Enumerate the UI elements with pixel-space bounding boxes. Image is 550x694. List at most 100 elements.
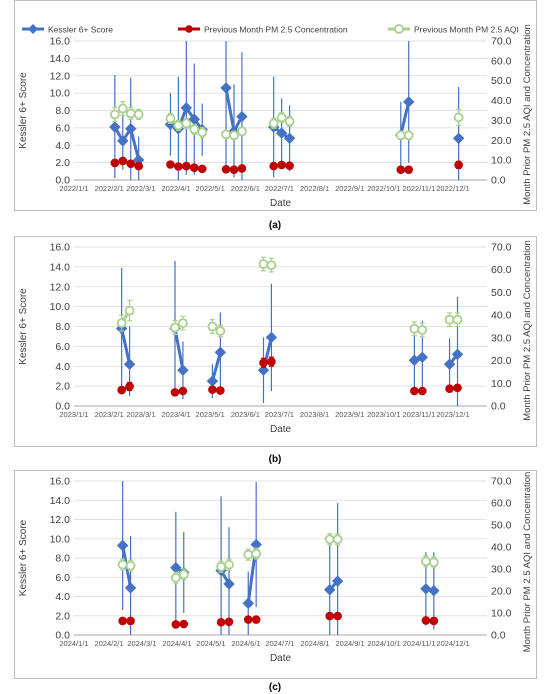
series-pm25_conc — [118, 611, 439, 629]
data-point — [216, 561, 226, 572]
data-point — [180, 102, 193, 114]
y-tick-label: 2.0 — [55, 381, 70, 393]
data-point — [454, 160, 463, 170]
data-point — [220, 82, 232, 94]
x-tick-label: 2022/12/1 — [436, 184, 469, 193]
data-point — [258, 259, 269, 269]
y2-tick-label: 40.0 — [491, 542, 512, 554]
x-tick-label: 2023/7/1 — [265, 410, 294, 419]
x-tick-label: 2022/5/1 — [196, 184, 225, 193]
data-point — [236, 110, 248, 123]
data-point — [123, 358, 136, 370]
data-point — [403, 96, 415, 108]
x-tick-label: 2023/5/1 — [196, 410, 225, 419]
x-tick-label: 2024/2/1 — [94, 639, 123, 648]
y2-tick-label: 30.0 — [491, 332, 512, 344]
data-point — [166, 160, 175, 169]
data-point — [229, 165, 239, 174]
y-tick-label: 16.0 — [50, 36, 71, 48]
y2-tick-label: 70.0 — [491, 242, 512, 254]
data-point — [416, 351, 429, 364]
data-point — [118, 616, 127, 626]
data-point — [325, 611, 335, 621]
y-tick-label: 12.0 — [50, 514, 71, 526]
data-point — [277, 160, 286, 170]
y2-tick-label: 50.0 — [491, 287, 512, 299]
y-tick-label: 8.0 — [55, 321, 70, 333]
data-point — [417, 325, 428, 335]
data-point — [171, 620, 181, 629]
data-point — [445, 384, 454, 394]
legend-label-pm25_conc: Previous Month PM 2.5 Concentration — [204, 25, 348, 35]
data-point — [124, 582, 137, 594]
data-point — [133, 109, 144, 120]
y2-tick-label: 40.0 — [491, 95, 512, 107]
y-tick-label: 16.0 — [50, 476, 71, 488]
x-tick-label: 2023/1/1 — [59, 410, 88, 419]
data-point — [237, 126, 247, 137]
x-tick-label: 2024/6/1 — [231, 639, 260, 648]
x-tick-label: 2024/10/1 — [367, 639, 400, 648]
data-point — [189, 163, 199, 172]
series-line — [120, 328, 132, 365]
data-point — [116, 318, 127, 328]
y-axis-title: Kessler 6+ Score — [18, 288, 29, 365]
data-point — [125, 123, 137, 135]
y-tick-label: 14.0 — [50, 53, 71, 65]
x-tick-label: 2022/7/1 — [265, 184, 294, 193]
x-tick-label: 2024/3/1 — [127, 639, 156, 648]
series-pm25_aqi — [117, 533, 439, 584]
y-tick-label: 12.0 — [50, 281, 71, 293]
y2-tick-label: 30.0 — [491, 564, 512, 576]
data-point — [215, 326, 226, 336]
data-point — [189, 124, 200, 135]
y2-tick-label: 10.0 — [491, 155, 512, 167]
data-point — [410, 386, 419, 396]
data-point — [125, 560, 136, 571]
legend-label-pm25_aqi: Previous Month PM 2.5 AQI — [414, 25, 519, 35]
data-point — [428, 557, 439, 568]
x-tick-label: 2023/10/1 — [367, 410, 400, 419]
data-point — [403, 130, 414, 141]
data-point — [117, 135, 129, 147]
data-point — [165, 113, 176, 124]
y-tick-label: 16.0 — [50, 242, 71, 254]
x-tick-label: 2023/4/1 — [162, 410, 191, 419]
data-point — [178, 569, 189, 580]
data-point — [221, 164, 231, 174]
y-tick-label: 4.0 — [55, 140, 70, 152]
data-point — [109, 109, 120, 120]
x-tick-label: 2022/6/1 — [231, 184, 260, 193]
data-point — [453, 383, 462, 393]
legend: Kessler 6+ Score Previous Month PM 2.5 Co… — [22, 24, 519, 35]
data-point — [243, 615, 253, 624]
x-tick-label: 2023/11/1 — [403, 410, 436, 419]
y2-tick-label: 50.0 — [491, 75, 512, 87]
data-point — [224, 617, 234, 627]
data-point — [285, 161, 294, 171]
y2-tick-label: 60.0 — [491, 498, 512, 510]
data-point — [332, 534, 343, 545]
data-point — [181, 118, 192, 129]
data-point — [173, 120, 184, 131]
y-tick-label: 8.0 — [55, 553, 70, 565]
data-point — [110, 158, 120, 168]
x-tick-label: 2022/3/1 — [126, 184, 155, 193]
legend-marker — [28, 24, 38, 34]
panel-caption: (c) — [269, 682, 281, 693]
data-point — [453, 112, 464, 123]
y2-tick-label: 0.0 — [491, 401, 506, 413]
data-point — [443, 358, 456, 370]
data-point — [118, 156, 128, 166]
y2-tick-label: 20.0 — [491, 586, 512, 598]
chart-frame — [14, 470, 537, 679]
y2-tick-label: 0.0 — [491, 630, 506, 642]
x-axis-title: Date — [270, 424, 292, 435]
data-point — [451, 348, 464, 361]
data-point — [243, 549, 254, 560]
chart-frame — [14, 0, 537, 211]
data-point — [324, 534, 335, 545]
y-tick-label: 0.0 — [55, 175, 70, 187]
y2-axis-title: Month Prior PM 2.5 AQI and Concentration — [522, 472, 533, 653]
y-tick-label: 14.0 — [50, 495, 71, 507]
